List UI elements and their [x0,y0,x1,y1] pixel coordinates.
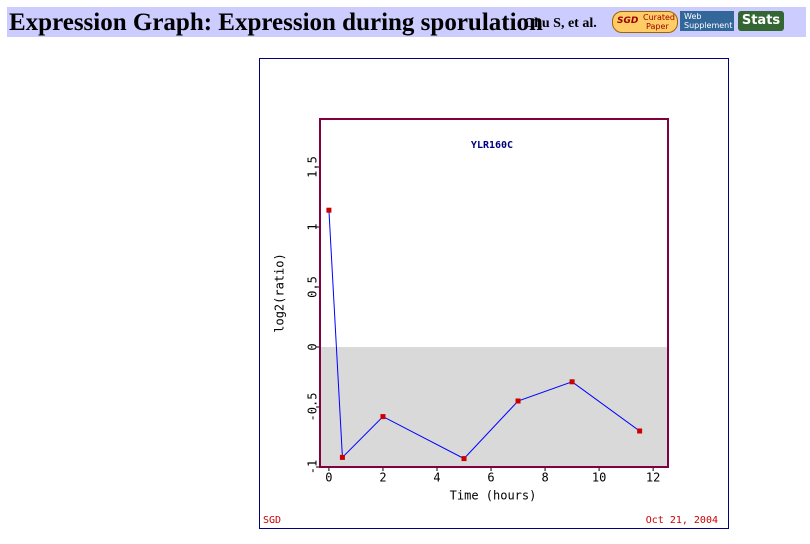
y-tick-label: 0.5 [306,276,320,298]
y-tick-label: 1.5 [306,156,320,178]
y-tick-label: -1 [306,460,320,474]
badge-paper: Paper [646,22,669,31]
supplement-button[interactable]: Web Supplement [680,11,734,31]
data-point [515,398,521,404]
header-bar: Expression Graph: Expression during spor… [7,7,806,37]
x-tick-label: 2 [379,471,386,485]
y-tick-label: -0.5 [306,393,320,422]
page-title: Expression Graph: Expression during spor… [9,9,543,36]
x-tick-label: 8 [541,471,548,485]
authors[interactable]: Chu S, et al. [524,16,597,31]
supplement-text: Supplement [684,21,733,30]
x-tick-label: 4 [433,471,440,485]
x-tick-label: 6 [487,471,494,485]
data-point [637,428,643,434]
data-point [326,207,332,213]
data-point [380,414,386,420]
badge-sgd: SGD [617,16,639,26]
y-tick-label: 0 [306,343,320,350]
date: Oct 21, 2004 [646,515,718,526]
graph-box [259,58,729,529]
chart-title: YLR160C [471,140,513,151]
data-point [569,379,575,385]
source: SGD [263,515,281,526]
supplement-web: Web [684,12,702,21]
x-tick-label: 10 [592,471,606,485]
data-point [339,454,345,460]
y-tick-label: 1 [306,223,320,230]
x-axis-label: Time (hours) [450,489,537,503]
stats-button[interactable]: Stats [738,11,784,31]
curated-badge[interactable]: SGD Curated Paper [612,11,678,33]
negative-shade [320,347,668,467]
x-tick-label: 12 [646,471,660,485]
data-point [461,456,467,462]
plot-frame [319,118,669,468]
y-axis-label: log2(ratio) [273,253,287,332]
badge-curated: Curated [643,13,675,22]
x-tick-label: 0 [325,471,332,485]
